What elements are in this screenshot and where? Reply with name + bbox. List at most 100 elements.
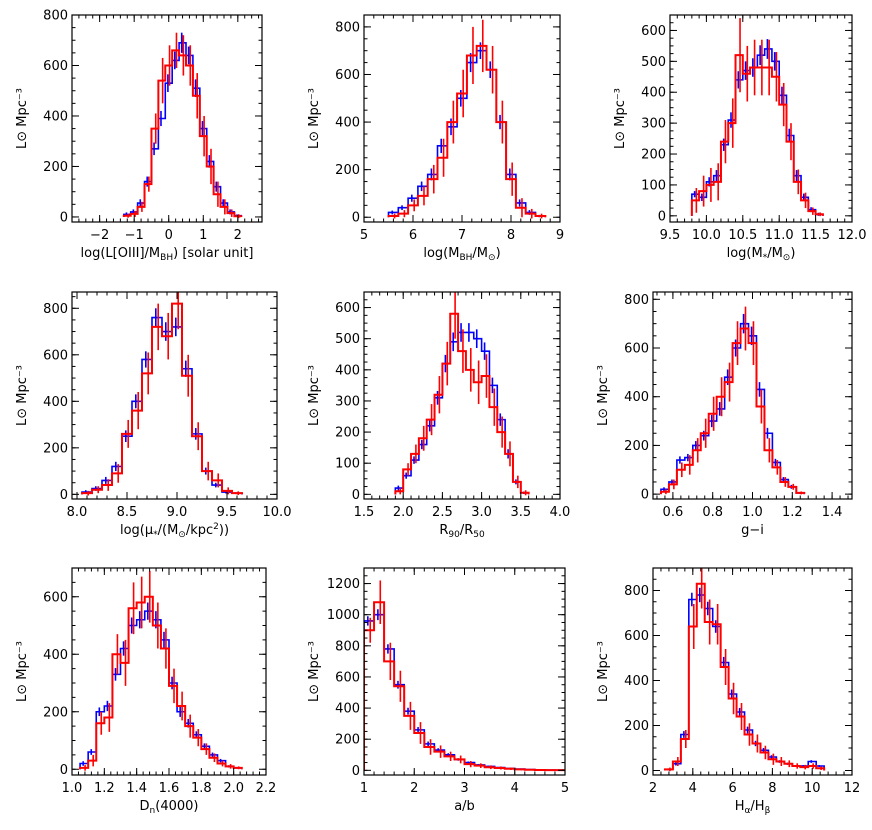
y-tick-label: 300 [335, 394, 360, 409]
y-tick-label: 800 [43, 9, 68, 24]
x-tick-label: 1 [360, 781, 368, 796]
y-tick-label: 800 [624, 293, 649, 308]
x-tick-label: 3.5 [510, 505, 531, 520]
x-tick-label: 4 [689, 781, 697, 796]
panel-5: 1.5 2.0 2.5 3.0 3.5 4.0 0 100 200 300 400 500 600 R90… [307, 291, 570, 540]
y-axis-label: L⊙ Mpc⁻³ [596, 365, 611, 426]
panel-6: 0.6 0.8 1.0 1.2 1.4 0 200 400 600 800 g−i L⊙ Mpc⁻³ [596, 291, 853, 538]
y-tick-label: 600 [624, 342, 649, 357]
x-axis-label: g−i [741, 523, 764, 538]
series-series_b-step [81, 302, 243, 495]
y-tick-label: 400 [43, 109, 68, 124]
y-axis-label: L⊙ Mpc⁻³ [15, 365, 30, 426]
x-tick-label: 1.2 [782, 505, 803, 520]
y-tick-label: 400 [43, 648, 68, 663]
series-series_a-step [123, 41, 243, 217]
y-tick-label: 100 [335, 457, 360, 472]
y-tick-label: 0 [641, 764, 649, 779]
y-tick-label: 0 [641, 488, 649, 503]
series-series_b-step [690, 54, 824, 216]
panel-9: 2 4 6 8 10 12 0 200 400 600 800 Hα/Hβ L⊙ Mpc⁻³ [596, 567, 860, 816]
x-tick-label: 1.6 [159, 781, 180, 796]
y-axis-label: L⊙ Mpc⁻³ [307, 365, 322, 426]
y-tick-label: 200 [43, 705, 68, 720]
panel-1: −2 −1 0 1 2 0 200 400 600 800 log(L[OIII]/MBH) [so… [15, 9, 263, 263]
x-tick-label: 0.6 [663, 505, 684, 520]
y-tick-label: 100 [641, 178, 666, 193]
y-tick-label: 800 [624, 584, 649, 599]
y-tick-label: 400 [335, 363, 360, 378]
y-tick-label: 400 [624, 674, 649, 689]
x-tick-label: 5 [561, 781, 569, 796]
x-tick-label: −1 [125, 228, 144, 243]
y-tick-label: 400 [43, 395, 68, 410]
y-tick-label: 300 [641, 117, 666, 132]
panel-3: 9.5 10.0 10.5 11.0 11.5 12.0 0 100 200 300 400 500 6… [613, 14, 867, 263]
y-tick-label: 400 [335, 116, 360, 131]
y-tick-label: 600 [43, 348, 68, 363]
x-tick-label: 2.2 [256, 781, 277, 796]
series-series_a-step [81, 316, 243, 495]
y-tick-label: 600 [641, 24, 666, 39]
series-series_b-step [79, 595, 243, 770]
data-layer [364, 580, 565, 772]
x-tick-label: 1 [199, 228, 207, 243]
panel-8: 1 2 3 4 5 0 200 400 600 800 1000 1200 a/b L⊙ Mpc⁻³ [307, 567, 569, 814]
data-layer [81, 292, 243, 496]
x-tick-label: 9 [556, 228, 564, 243]
y-tick-label: 500 [335, 332, 360, 347]
y-tick-label: 0 [658, 209, 666, 224]
y-tick-label: 200 [641, 148, 666, 163]
y-axis-label: L⊙ Mpc⁻³ [596, 641, 611, 702]
x-axis-label: log(L[OIII]/MBH) [solar unit] [81, 246, 254, 263]
x-tick-label: 9.5 [217, 505, 238, 520]
data-layer [690, 18, 824, 217]
series-series_a-step [394, 331, 530, 495]
data-layer [122, 32, 243, 219]
panel-2: 5 6 7 8 9 0 200 400 600 800 log(MBH/M⊙) L⊙ Mpc⁻³ [307, 14, 564, 263]
panel-4: 8.0 8.5 9.0 9.5 10.0 0 200 400 600 800 log(μ*/(M⊙/… [15, 291, 291, 540]
x-axis-label: log(M*/M⊙) [727, 246, 796, 263]
y-axis-label: L⊙ Mpc⁻³ [613, 88, 628, 149]
series-series_b-step [364, 601, 565, 772]
series-series_b-step [387, 44, 547, 218]
y-axis-label: L⊙ Mpc⁻³ [307, 641, 322, 702]
y-tick-label: 200 [335, 426, 360, 441]
x-axis-label: a/b [454, 799, 475, 814]
y-tick-label: 600 [335, 301, 360, 316]
y-tick-label: 400 [624, 390, 649, 405]
x-tick-label: 2 [410, 781, 418, 796]
axes-frame [669, 14, 853, 223]
x-tick-label: 10 [804, 781, 821, 796]
x-tick-label: 3 [460, 781, 468, 796]
x-tick-label: 8.0 [67, 505, 88, 520]
y-tick-label: 0 [60, 763, 68, 778]
y-tick-label: 400 [641, 86, 666, 101]
y-tick-label: 200 [624, 719, 649, 734]
x-tick-label: 0.8 [702, 505, 723, 520]
x-axis-label: Hα/Hβ [735, 799, 771, 816]
x-tick-label: 9.5 [660, 228, 681, 243]
x-tick-label: 5 [360, 228, 368, 243]
x-tick-label: 1.4 [126, 781, 147, 796]
y-tick-label: 200 [335, 733, 360, 748]
y-tick-label: 600 [335, 670, 360, 685]
x-tick-label: 4 [511, 781, 519, 796]
y-tick-label: 0 [60, 210, 68, 225]
y-tick-label: 500 [641, 55, 666, 70]
x-axis-label: R90/R50 [439, 523, 485, 540]
series-series_b-step [659, 327, 806, 495]
axes-frame [652, 567, 853, 776]
x-tick-label: 1.0 [742, 505, 763, 520]
y-tick-label: 600 [335, 68, 360, 83]
x-tick-label: 3.0 [471, 505, 492, 520]
x-tick-label: 1.4 [822, 505, 843, 520]
x-tick-label: 1.8 [191, 781, 212, 796]
data-layer [79, 570, 243, 771]
x-tick-label: 2.5 [432, 505, 453, 520]
x-axis-label: log(MBH/M⊙) [423, 246, 500, 263]
x-tick-label: 12.0 [838, 228, 867, 243]
axes-frame [71, 14, 263, 223]
x-tick-label: 8 [768, 781, 776, 796]
x-tick-label: 10.5 [728, 228, 757, 243]
